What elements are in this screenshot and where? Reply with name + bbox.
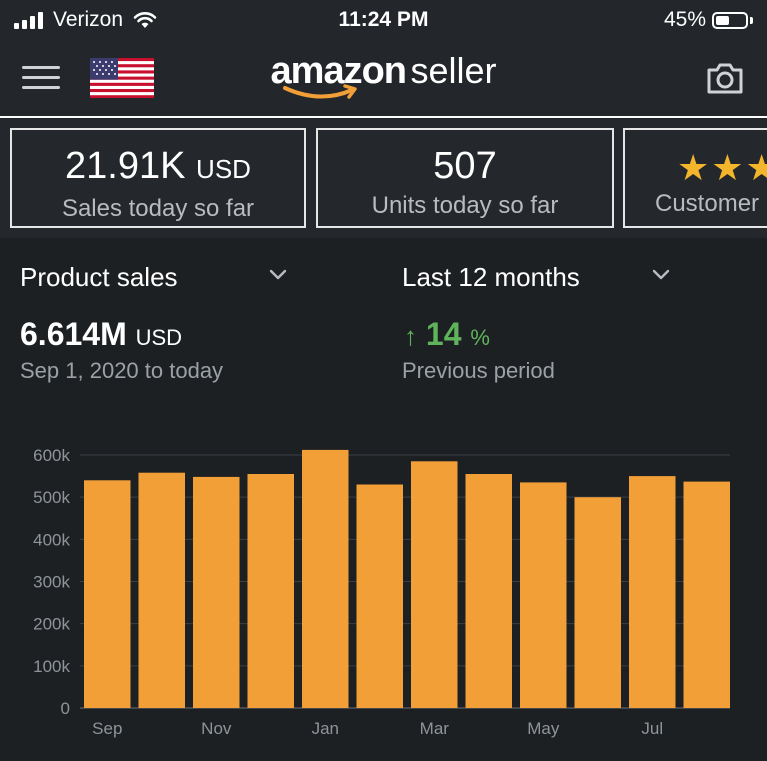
bar-jul[interactable] [629, 476, 676, 708]
kpi-value: 21.91K USD [12, 144, 304, 191]
kpi-label: Units today so far [371, 192, 559, 219]
chevron-down-icon[interactable] [651, 268, 671, 282]
bar-apr[interactable] [465, 474, 513, 708]
amazon-seller-logo: amazon seller [0, 50, 767, 93]
battery-group: 45% [664, 7, 753, 33]
carrier-group: Verizon [14, 7, 157, 33]
kpi-card-units[interactable]: 507 Units today so far [316, 128, 614, 228]
cell-signal-icon [14, 11, 43, 29]
x-tick-label: Mar [420, 719, 450, 738]
menu-icon[interactable] [22, 66, 60, 90]
camera-icon[interactable] [705, 60, 745, 96]
app-header: amazon seller [0, 40, 767, 118]
kpi-label: Customer [655, 190, 760, 217]
bar-jan[interactable] [302, 449, 349, 708]
y-tick-label: 0 [61, 699, 70, 718]
logo-brand: amazon [270, 50, 407, 92]
y-tick-label: 200k [33, 615, 70, 634]
y-tick-label: 100k [33, 657, 70, 676]
bar-feb[interactable] [356, 484, 404, 709]
kpi-card-sales[interactable]: 21.91K USD Sales today so far [10, 128, 306, 228]
kpi-value-number: 21.91K [65, 145, 186, 187]
battery-icon [712, 11, 748, 29]
bar-aug[interactable] [683, 481, 731, 708]
logo-suffix: seller [410, 50, 497, 91]
amazon-smile-icon [283, 84, 357, 99]
change-number: 14 [425, 316, 462, 352]
kpi-value: 507 [433, 145, 497, 187]
total-value-number: 6.614M [20, 316, 127, 352]
y-tick-label: 500k [33, 488, 70, 507]
total-sales-value: 6.614M USD [20, 316, 182, 356]
battery-nub [750, 16, 753, 24]
star-rating-icon: ★★★ [677, 147, 767, 188]
y-tick-label: 400k [33, 530, 70, 549]
clock: 11:24 PM [338, 8, 429, 31]
bar-sep[interactable] [84, 480, 131, 708]
metric-selector[interactable]: Product sales [20, 262, 178, 292]
bar-jun[interactable] [574, 497, 622, 708]
y-tick-label: 600k [33, 446, 70, 465]
x-tick-label: Jul [641, 719, 663, 738]
change-value: ↑ 14 % [404, 316, 490, 356]
date-range: Sep 1, 2020 to today [20, 358, 224, 383]
total-value-unit: USD [135, 325, 183, 350]
x-tick-label: Sep [92, 719, 122, 738]
wifi-icon [133, 12, 157, 28]
chevron-down-icon[interactable] [268, 268, 288, 282]
bar-dec[interactable] [247, 474, 295, 708]
bar-nov[interactable] [193, 476, 240, 708]
x-tick-label: Jan [312, 719, 339, 738]
bar-may[interactable] [520, 482, 567, 708]
period-selector[interactable]: Last 12 months [402, 262, 580, 292]
kpi-value-unit: USD [196, 154, 251, 184]
us-flag-icon[interactable] [90, 58, 154, 98]
x-tick-label: Nov [201, 719, 232, 738]
carrier-name: Verizon [53, 8, 124, 31]
kpi-strip: 21.91K USD Sales today so far 507 Units … [0, 118, 767, 238]
battery-percent: 45% [663, 8, 706, 31]
x-tick-label: May [527, 719, 560, 738]
change-label: Previous period [402, 358, 555, 383]
kpi-card-customer[interactable]: ★★★ Customer [623, 128, 767, 228]
change-unit: % [470, 325, 490, 350]
bar-mar[interactable] [411, 461, 458, 708]
kpi-label: Sales today so far [61, 195, 255, 222]
status-bar: Verizon 11:24 PM 45% [0, 0, 767, 40]
y-tick-label: 300k [33, 573, 70, 592]
sales-bar-chart: 0 100k 200k 300k 400k 500k 600k Sep Nov Jan Mar May… [33, 446, 731, 738]
up-arrow-icon: ↑ [404, 321, 417, 351]
bar-oct[interactable] [138, 472, 186, 708]
